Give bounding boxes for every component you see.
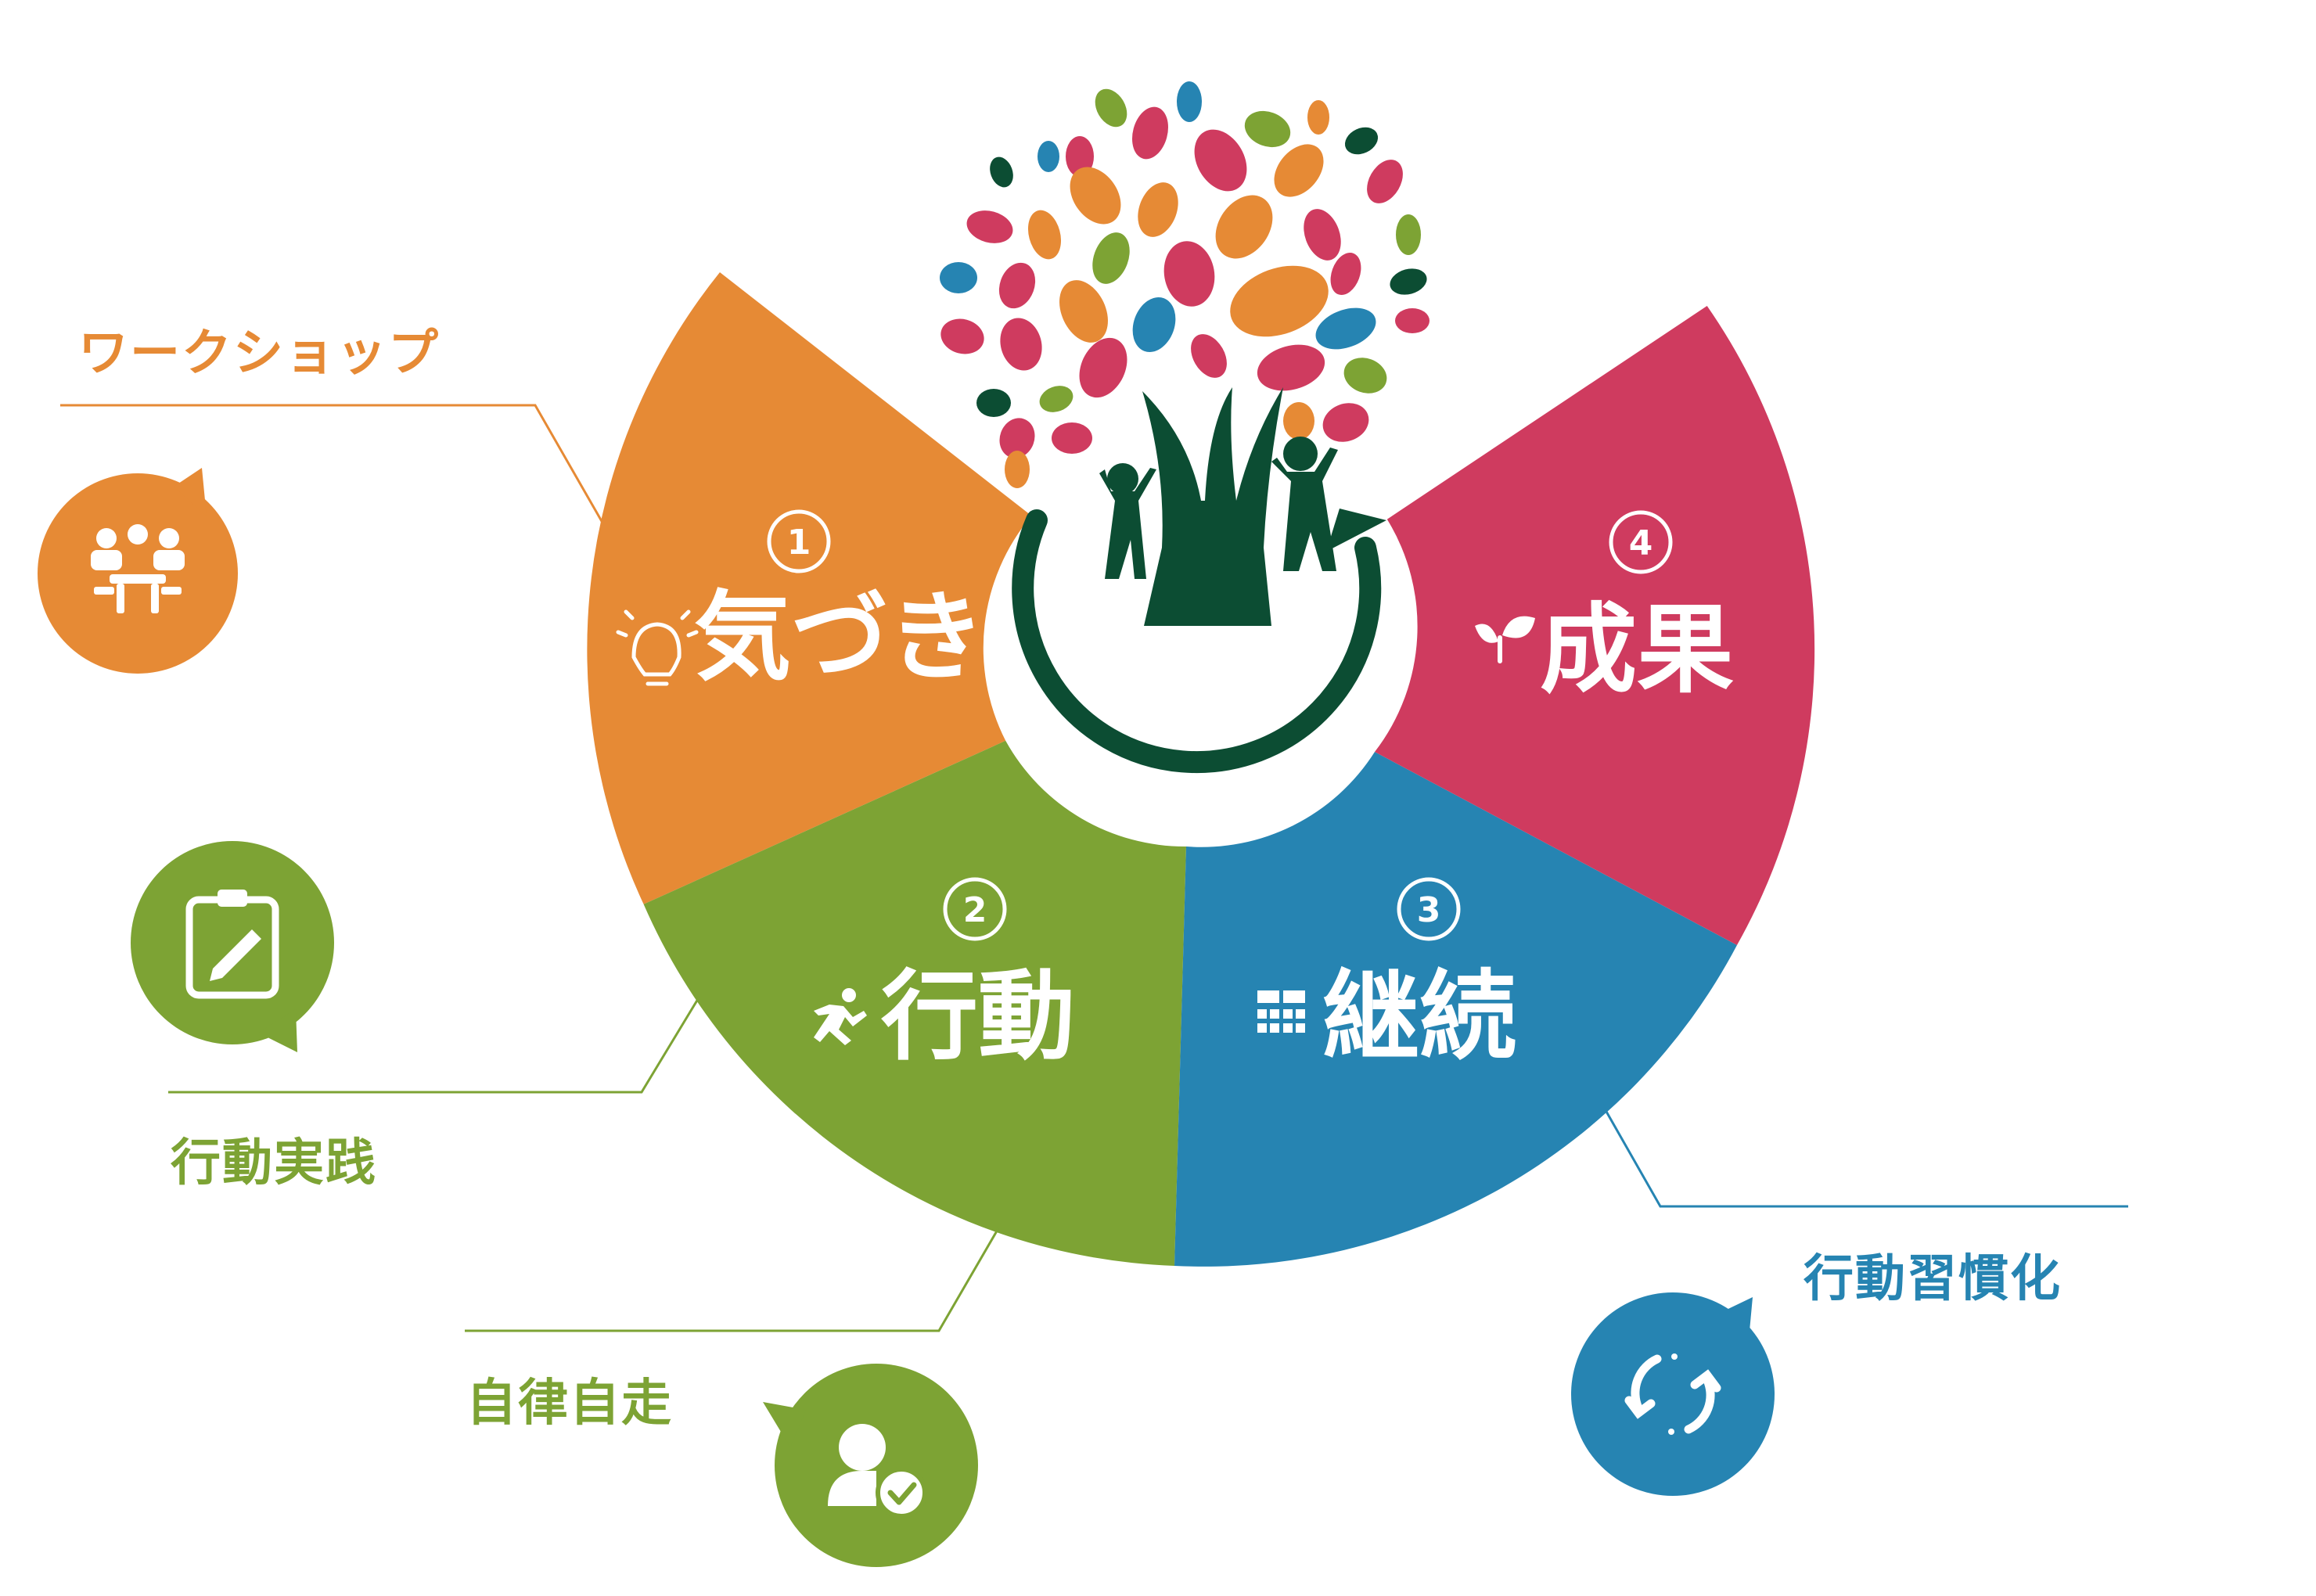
segment-3-label: 3 継続 xyxy=(1257,877,1516,1073)
segment-results xyxy=(1375,306,1815,945)
segment-action xyxy=(643,740,1186,1266)
connector-workshop xyxy=(60,404,604,523)
segment-4-title: 成果 xyxy=(1540,594,1734,706)
segment-2-title: 行動 xyxy=(881,961,1075,1073)
callout-label-habit: 行動習慣化 xyxy=(1804,1250,2062,1308)
segment-2-label: 2 行動 xyxy=(814,877,1075,1073)
lightbulb-icon xyxy=(616,609,699,686)
segment-2-number: 2 xyxy=(963,890,987,930)
segment-3-number-circle xyxy=(1397,877,1461,941)
badge-practice xyxy=(131,841,334,1052)
cycle-arrow xyxy=(1012,509,1382,774)
person-left-head xyxy=(1107,463,1138,494)
badge-autonomy xyxy=(763,1364,978,1567)
running-person-icon xyxy=(814,988,867,1045)
callout-label-autonomy: 自律自走 xyxy=(466,1375,673,1432)
callout-label-workshop: ワークショップ xyxy=(78,325,440,383)
badge-workshop xyxy=(38,468,238,674)
segment-1-label: 1 気づき xyxy=(616,509,985,694)
tree-trunk xyxy=(1142,387,1283,626)
segment-4-number-circle xyxy=(1609,510,1673,574)
segment-awareness xyxy=(587,272,1032,904)
segment-1-title: 気づき xyxy=(694,581,985,694)
person-left-body xyxy=(1099,468,1156,579)
person-right-head xyxy=(1283,437,1318,471)
segment-3-number: 3 xyxy=(1417,890,1441,930)
segment-4-number: 4 xyxy=(1629,523,1653,563)
calendar-grid-icon xyxy=(1257,990,1305,1033)
cycle-arrowhead xyxy=(1326,509,1386,552)
person-right-body xyxy=(1271,448,1338,571)
clipboard-pencil-icon xyxy=(185,890,279,999)
segment-4-label: 4 成果 xyxy=(1475,510,1734,706)
callout-label-practice: 行動実践 xyxy=(171,1134,377,1192)
tree-people-logo-icon xyxy=(940,81,1430,774)
refresh-cycle-icon xyxy=(1624,1353,1721,1435)
tree-leaves xyxy=(940,81,1430,488)
segment-1-number: 1 xyxy=(787,523,811,563)
meeting-people-icon xyxy=(91,524,185,613)
segment-continuation xyxy=(1174,752,1737,1267)
sprout-icon xyxy=(1475,616,1535,663)
segment-1-number-circle xyxy=(767,509,831,573)
connector-autonomy xyxy=(465,1228,1000,1332)
segment-3-title: 継続 xyxy=(1322,961,1516,1073)
badge-habit xyxy=(1571,1292,1775,1496)
person-check-icon xyxy=(828,1424,927,1519)
segment-2-number-circle xyxy=(943,877,1007,941)
connector-practice xyxy=(168,994,702,1094)
connector-habit xyxy=(1601,1104,2128,1208)
